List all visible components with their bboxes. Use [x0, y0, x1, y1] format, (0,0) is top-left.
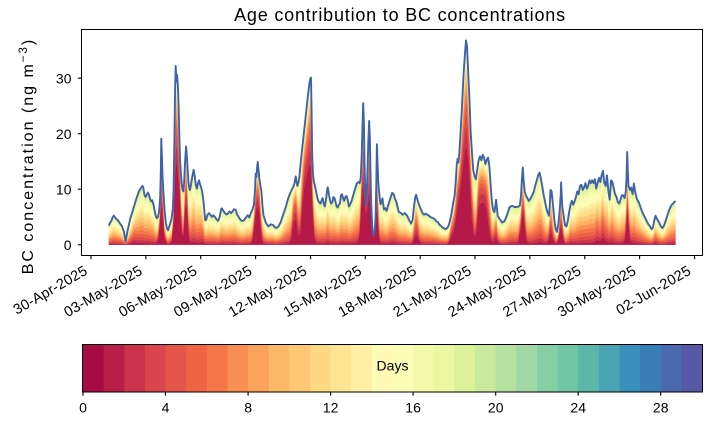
svg-text:16: 16 [405, 399, 421, 415]
svg-text:Age contribution to BC concent: Age contribution to BC concentrations [234, 5, 566, 25]
svg-text:24: 24 [570, 399, 586, 415]
svg-text:10: 10 [56, 182, 72, 198]
svg-text:20: 20 [488, 399, 504, 415]
svg-text:0: 0 [79, 399, 87, 415]
svg-text:0: 0 [64, 237, 72, 253]
svg-text:8: 8 [244, 399, 252, 415]
svg-text:BC concentration (ng m−3): BC concentration (ng m−3) [18, 38, 37, 275]
svg-text:Days: Days [377, 358, 409, 374]
svg-text:30: 30 [56, 71, 72, 87]
svg-text:20: 20 [56, 126, 72, 142]
svg-text:4: 4 [162, 399, 170, 415]
svg-text:28: 28 [653, 399, 669, 415]
svg-text:12: 12 [323, 399, 339, 415]
